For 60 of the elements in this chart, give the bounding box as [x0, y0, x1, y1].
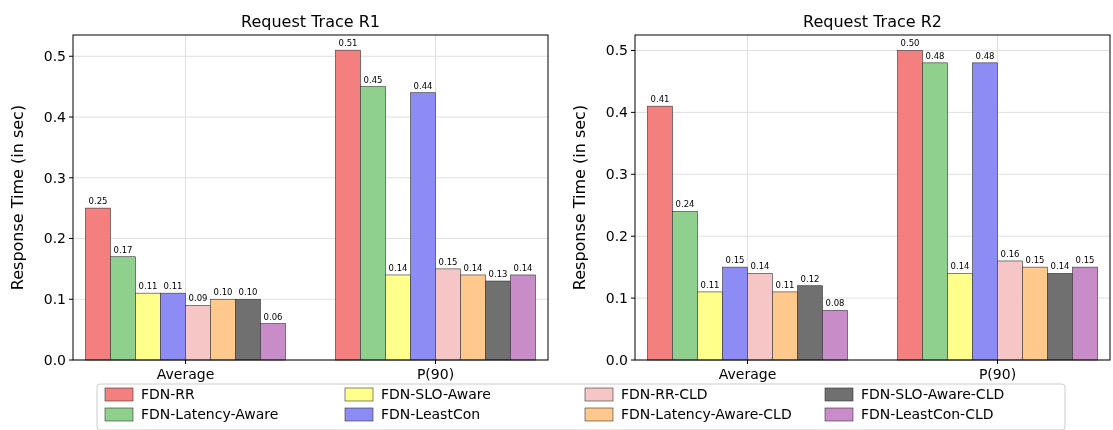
y-tick-label: 0.2 [43, 230, 66, 247]
legend-label: FDN-SLO-Aware-CLD [861, 385, 1005, 402]
data-label: 0.11 [138, 281, 158, 292]
legend-label: FDN-LeastCon [381, 405, 481, 422]
y-tick-label: 0.5 [605, 42, 628, 59]
data-label: 0.50 [900, 38, 920, 49]
data-label: 0.16 [1000, 248, 1020, 259]
data-label: 0.25 [88, 196, 108, 207]
data-label: 0.10 [238, 287, 258, 298]
y-tick-label: 0.4 [605, 104, 629, 121]
y-tick-label: 0.0 [605, 351, 628, 368]
data-label: 0.08 [825, 298, 845, 309]
data-label: 0.41 [650, 94, 670, 105]
legend-label: FDN-Latency-Aware-CLD [621, 405, 792, 422]
data-label: 0.14 [750, 261, 770, 272]
data-label: 0.11 [775, 279, 795, 290]
y-tick-label: 0.0 [43, 351, 66, 368]
data-label: 0.11 [163, 281, 183, 292]
y-tick-label: 0.2 [605, 228, 628, 245]
data-label: 0.48 [975, 50, 995, 61]
y-tick-label: 0.3 [43, 169, 66, 186]
data-label: 0.15 [438, 256, 458, 267]
data-label: 0.14 [1050, 261, 1070, 272]
y-tick-label: 0.1 [605, 290, 628, 306]
x-tick-label: Average [718, 366, 777, 382]
data-label: 0.11 [700, 279, 720, 290]
data-label: 0.15 [725, 255, 745, 266]
data-label: 0.15 [1075, 255, 1095, 266]
y-tick-label: 0.5 [43, 48, 66, 65]
data-label: 0.09 [188, 293, 208, 304]
y-tick-label: 0.4 [43, 108, 67, 125]
data-label: 0.24 [675, 199, 695, 210]
legend-label: FDN-LeastCon-CLD [861, 405, 994, 422]
data-label: 0.14 [513, 262, 533, 273]
data-label: 0.51 [338, 38, 358, 49]
data-label: 0.12 [800, 273, 820, 284]
data-label: 0.17 [113, 244, 133, 255]
data-label: 0.10 [213, 287, 233, 298]
y-axis-title: Response Time (in sec) [570, 104, 589, 291]
x-tick-label: P(90) [978, 366, 1017, 382]
y-tick-label: 0.3 [605, 166, 628, 183]
data-label: 0.06 [263, 311, 283, 322]
data-label: 0.14 [388, 262, 408, 273]
y-tick-label: 0.1 [43, 291, 66, 308]
chart-title: Request Trace R2 [803, 12, 942, 31]
x-tick-label: P(90) [416, 366, 455, 382]
data-label: 0.14 [463, 262, 483, 273]
legend-label: FDN-RR [141, 385, 196, 402]
chart-title: Request Trace R1 [241, 12, 380, 31]
legend-label: FDN-Latency-Aware [141, 405, 279, 422]
legend-label: FDN-RR-CLD [621, 385, 708, 402]
data-label: 0.44 [413, 80, 433, 91]
data-label: 0.45 [363, 74, 383, 85]
data-label: 0.13 [488, 269, 508, 280]
data-label: 0.15 [1025, 255, 1045, 266]
y-axis-title: Response Time (in sec) [8, 104, 27, 291]
legend-label: FDN-SLO-Aware [381, 385, 491, 402]
data-label: 0.14 [950, 261, 970, 272]
data-label: 0.48 [925, 50, 945, 61]
x-tick-label: Average [156, 366, 215, 382]
